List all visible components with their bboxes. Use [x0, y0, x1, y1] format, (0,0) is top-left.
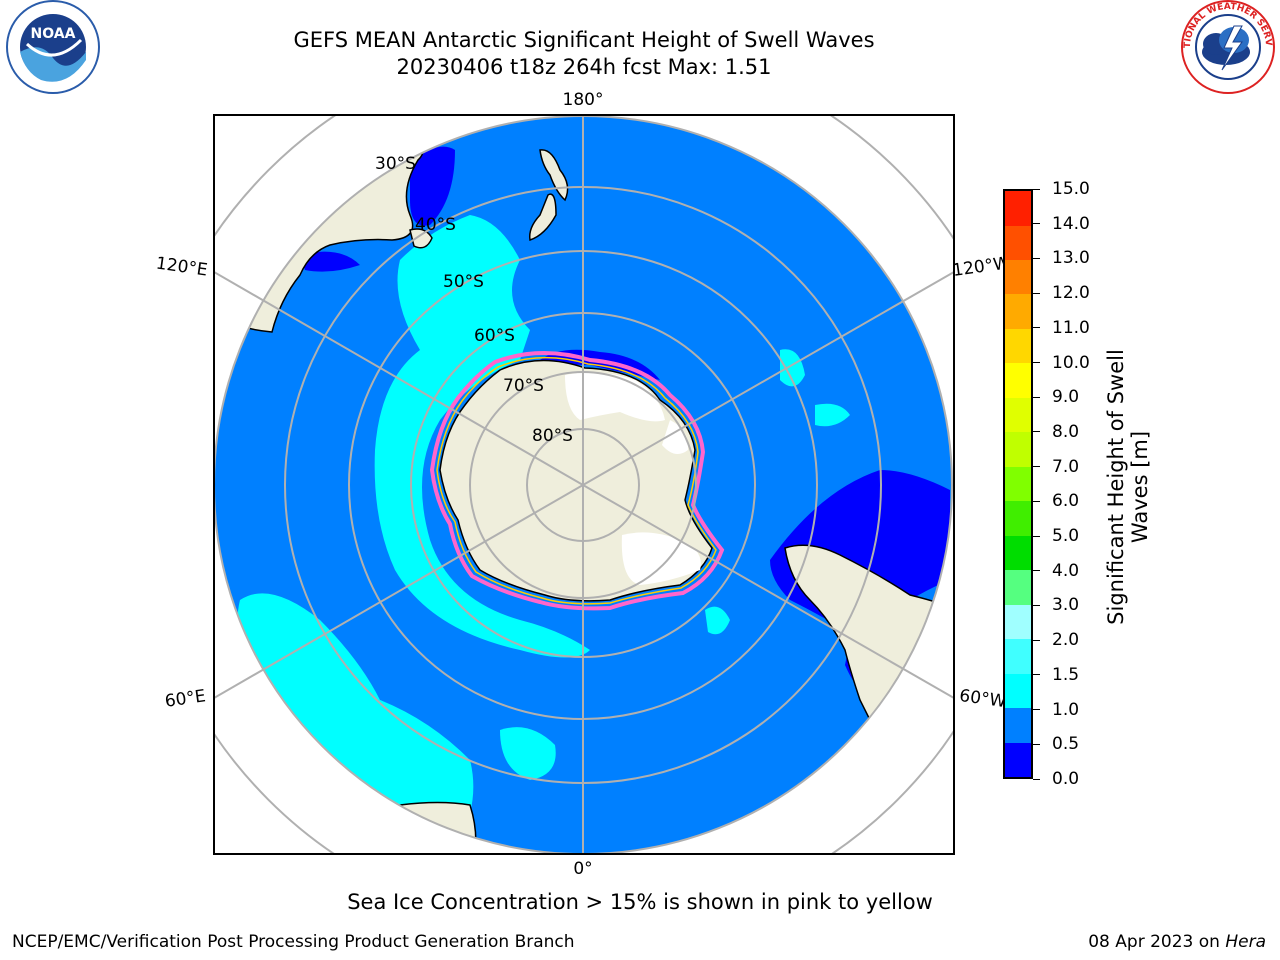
colorbar-tick-label: 3.0 [1052, 595, 1080, 616]
colorbar-segment [1005, 397, 1031, 433]
colorbar-tick-label: 15.0 [1052, 179, 1090, 199]
colorbar-tick-mark [1033, 257, 1040, 259]
colorbar-tick-mark [1033, 327, 1040, 329]
colorbar-segment [1005, 639, 1031, 674]
footer-host: Hera [1225, 932, 1266, 952]
colorbar-tick-label: 0.0 [1052, 769, 1080, 789]
colorbar-tick-label: 9.0 [1052, 387, 1080, 408]
colorbar-tick-label: 5.0 [1052, 526, 1080, 547]
colorbar-tick-mark [1033, 431, 1040, 433]
colorbar-tick-mark [1033, 223, 1040, 225]
colorbar-tick-mark [1033, 709, 1040, 711]
colorbar-tick-mark [1033, 500, 1040, 502]
meridian-label-180: 180° [563, 90, 604, 110]
colorbar-title-line1: Significant Height of Swell [1104, 349, 1128, 625]
colorbar-tick-label: 7.0 [1052, 456, 1080, 477]
colorbar-tick-label: 8.0 [1052, 421, 1080, 442]
colorbar-tick-mark [1033, 778, 1040, 780]
colorbar-segment [1005, 363, 1031, 398]
meridian-label-0: 0° [573, 859, 592, 879]
colorbar-title: Significant Height of Swell Waves [m] [1104, 307, 1152, 667]
colorbar-tick-label: 12.0 [1052, 283, 1090, 304]
colorbar-title-line2: Waves [m] [1128, 430, 1152, 544]
colorbar-tick-mark [1033, 639, 1040, 641]
colorbar-segment [1005, 191, 1031, 226]
noaa-logo-text: NOAA [31, 26, 76, 42]
footer-date: 08 Apr 2023 on Hera [1088, 932, 1266, 952]
colorbar-segment [1005, 432, 1031, 467]
lat-label-40s: 40°S [415, 215, 456, 235]
colorbar-tick-mark [1033, 188, 1040, 190]
lat-label-50s: 50°S [443, 272, 484, 292]
colorbar-tick-mark [1033, 362, 1040, 364]
colorbar-segment [1005, 570, 1031, 605]
colorbar-tick-mark [1033, 743, 1040, 745]
colorbar-tick-label: 1.5 [1052, 664, 1080, 685]
colorbar-segment [1005, 328, 1031, 364]
swell-belt-cyan [374, 215, 590, 658]
map-subtitle: 20230406 t18z 264h fcst Max: 1.51 [396, 55, 772, 79]
meridian-label-120e: 120°E [155, 254, 209, 281]
colorbar-tick-mark [1033, 466, 1040, 468]
colorbar-tick-mark [1033, 396, 1040, 398]
colorbar-tick-label: 2.0 [1052, 630, 1080, 651]
colorbar-tick-label: 0.5 [1052, 734, 1080, 755]
colorbar-tick-mark [1033, 292, 1040, 294]
colorbar-segment [1005, 535, 1031, 571]
colorbar-tick-label: 6.0 [1052, 491, 1080, 512]
colorbar-segment [1005, 708, 1031, 743]
colorbar-segment [1005, 466, 1031, 502]
colorbar-segment [1005, 225, 1031, 260]
colorbar-segment [1005, 673, 1031, 709]
colorbar-tick-label: 11.0 [1052, 317, 1090, 338]
footer-credit: NCEP/EMC/Verification Post Processing Pr… [12, 932, 575, 952]
colorbar-tick-label: 10.0 [1052, 352, 1090, 373]
nws-logo: NATIONAL WEATHER SERVICE [1176, 0, 1275, 94]
colorbar-tick-label: 1.0 [1052, 699, 1080, 720]
sea-ice-edge [429, 351, 725, 611]
colorbar-tick-mark [1033, 535, 1040, 537]
noaa-logo: NOAA [6, 0, 100, 94]
colorbar-tick-mark [1033, 604, 1040, 606]
colorbar-segment [1005, 259, 1031, 295]
colorbar-segment [1005, 742, 1031, 777]
colorbar-tick-mark [1033, 674, 1040, 676]
map-title: GEFS MEAN Antarctic Significant Height o… [293, 28, 875, 52]
footer-date-text: 08 Apr 2023 on [1088, 932, 1226, 952]
lat-label-70s: 70°S [503, 376, 544, 396]
colorbar-segment [1005, 604, 1031, 640]
colorbar-tick-label: 4.0 [1052, 560, 1080, 581]
meridian-label-60w: 60°W [958, 686, 1007, 712]
lat-label-60s: 60°S [474, 326, 515, 346]
sea-ice-note: Sea Ice Concentration > 15% is shown in … [347, 890, 933, 914]
lat-label-80s: 80°S [532, 426, 573, 446]
colorbar-tick-label: 13.0 [1052, 248, 1090, 269]
colorbar [1003, 189, 1033, 779]
colorbar-tick-mark [1033, 570, 1040, 572]
colorbar-segment [1005, 294, 1031, 329]
colorbar-segment [1005, 501, 1031, 536]
lat-label-30s: 30°S [375, 154, 416, 174]
map-frame [213, 114, 955, 855]
colorbar-tick-label: 14.0 [1052, 213, 1090, 234]
meridian-label-60e: 60°E [164, 686, 207, 711]
